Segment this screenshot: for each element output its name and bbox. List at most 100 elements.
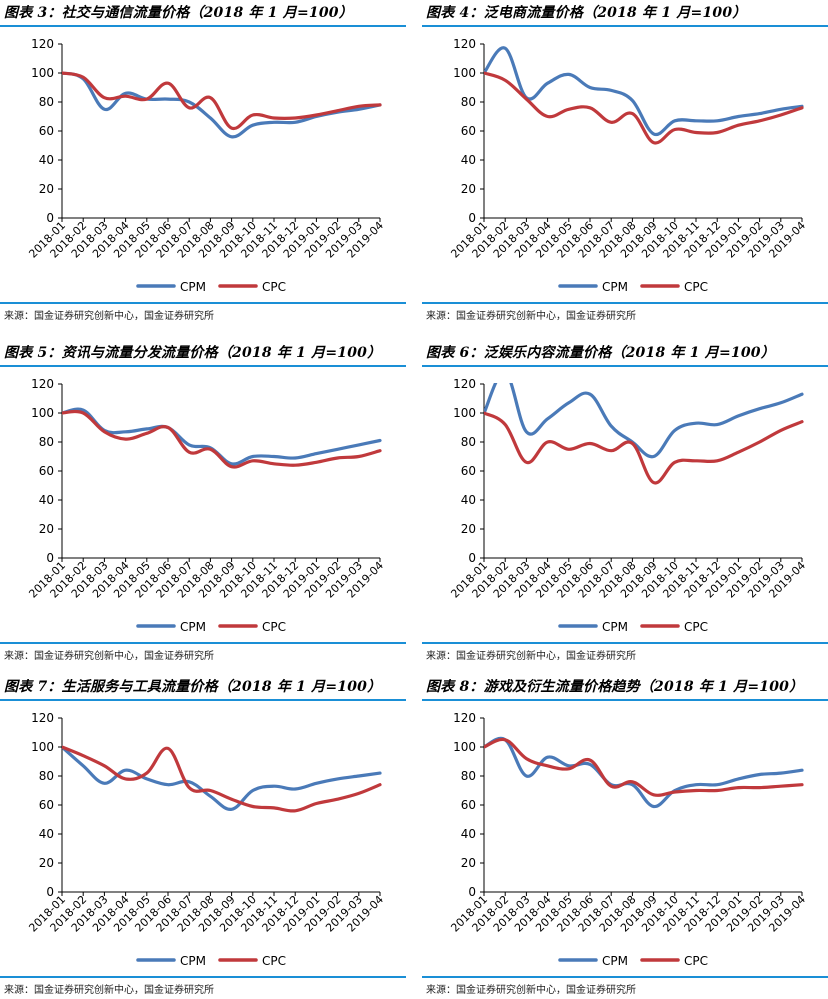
y-tick-label: 0 [468, 551, 476, 565]
line-chart: 0204060801001202018-012018-022018-032018… [26, 37, 386, 294]
y-tick-label: 20 [461, 856, 476, 870]
source-rule [422, 976, 828, 978]
series-line-cpc [484, 71, 804, 145]
y-tick-label: 60 [39, 798, 54, 812]
chart-panel-news: 图表 5：资讯与流量分发流量价格（2018 年 1 月=100） 0 20 40 60… [0, 340, 406, 665]
line-chart: 0204060801001202018-012018-022018-032018… [448, 37, 808, 294]
title-rule [422, 25, 828, 27]
y-tick-label: 100 [453, 406, 476, 420]
y-tick-label: 80 [461, 769, 476, 783]
title-rule [0, 699, 406, 701]
y-tick-label: 0 [46, 211, 54, 225]
y-tick-label: 0 [468, 211, 476, 225]
chart-source: 来源：国金证券研究创新中心，国金证券研究所 [426, 651, 636, 662]
y-tick-label: 60 [461, 464, 476, 478]
title-rule [422, 699, 828, 701]
y-tick-label: 120 [31, 37, 54, 51]
series-line-cpc [484, 411, 804, 485]
y-tick-label: 40 [461, 827, 476, 841]
legend-label-cpc: CPC [262, 620, 286, 634]
y-tick-label: 20 [39, 856, 54, 870]
series-line-cpm [484, 736, 804, 809]
y-tick-label: 20 [461, 182, 476, 196]
chart-title: 图表 7：生活服务与工具流量价格（2018 年 1 月=100） [4, 679, 382, 695]
y-tick-label: 120 [453, 377, 476, 391]
chart-source: 来源：国金证券研究创新中心，国金证券研究所 [426, 985, 636, 996]
y-tick-label: 100 [31, 740, 54, 754]
chart-panel-entertainment: 图表 6：泛娱乐内容流量价格（2018 年 1 月=100） 0 20 40 60 80… [422, 340, 828, 665]
source-rule [0, 302, 406, 304]
y-tick-label: 100 [453, 66, 476, 80]
legend-label-cpc: CPC [684, 280, 708, 294]
series-group [62, 407, 382, 469]
y-tick-label: 60 [461, 124, 476, 138]
legend-label-cpm: CPM [180, 280, 206, 294]
chart-panel-life-services: 图表 7：生活服务与工具流量价格（2018 年 1 月=100） 0 20 40 60… [0, 674, 406, 999]
y-tick-label: 0 [468, 885, 476, 899]
y-tick-label: 0 [46, 885, 54, 899]
line-chart: 0204060801001202018-012018-022018-032018… [448, 377, 808, 634]
legend-label-cpc: CPC [684, 620, 708, 634]
chart-title: 图表 6：泛娱乐内容流量价格（2018 年 1 月=100） [426, 345, 775, 361]
legend-label-cpm: CPM [602, 620, 628, 634]
series-line-cpm [62, 407, 382, 466]
series-line-cpm [62, 745, 382, 811]
y-tick-label: 100 [31, 66, 54, 80]
y-tick-label: 40 [39, 153, 54, 167]
line-chart: 0204060801001202018-012018-022018-032018… [448, 711, 808, 968]
y-tick-label: 80 [39, 769, 54, 783]
legend-label-cpm: CPM [602, 280, 628, 294]
series-group [62, 71, 382, 139]
series-group [484, 46, 804, 145]
y-tick-label: 120 [453, 37, 476, 51]
series-group [62, 745, 382, 813]
chart-title: 图表 5：资讯与流量分发流量价格（2018 年 1 月=100） [4, 345, 382, 361]
legend-label-cpm: CPM [602, 954, 628, 968]
legend-label-cpm: CPM [180, 954, 206, 968]
series-line-cpm [62, 71, 382, 139]
y-tick-label: 40 [39, 493, 54, 507]
series-line-cpc [62, 745, 382, 813]
y-tick-label: 60 [461, 798, 476, 812]
series-line-cpm [484, 46, 804, 137]
legend-label-cpc: CPC [684, 954, 708, 968]
title-rule [422, 365, 828, 367]
legend-label-cpc: CPC [262, 280, 286, 294]
y-tick-label: 80 [39, 435, 54, 449]
chart-panel-ecommerce: 图表 4：泛电商流量价格（2018 年 1 月=100） 0 20 40 60 80 10… [422, 0, 828, 325]
series-line-cpc [62, 409, 382, 469]
y-tick-label: 80 [39, 95, 54, 109]
source-rule [0, 642, 406, 644]
chart-source: 来源：国金证券研究创新中心，国金证券研究所 [4, 985, 214, 996]
y-tick-label: 40 [461, 153, 476, 167]
chart-title: 图表 8：游戏及衍生流量价格趋势（2018 年 1 月=100） [426, 679, 804, 695]
line-chart: 0204060801001202018-012018-022018-032018… [26, 711, 386, 968]
chart-source: 来源：国金证券研究创新中心，国金证券研究所 [426, 311, 636, 322]
legend-label-cpc: CPC [262, 954, 286, 968]
y-tick-label: 0 [46, 551, 54, 565]
chart-panel-social: 图表 3：社交与通信流量价格（2018 年 1 月=100） 0 20 40 60 80… [0, 0, 406, 325]
y-tick-label: 120 [31, 377, 54, 391]
chart-title: 图表 4：泛电商流量价格（2018 年 1 月=100） [426, 5, 747, 21]
y-tick-label: 80 [461, 435, 476, 449]
source-rule [422, 302, 828, 304]
y-tick-label: 20 [39, 182, 54, 196]
y-tick-label: 40 [39, 827, 54, 841]
y-tick-label: 60 [39, 124, 54, 138]
line-chart: 0204060801001202018-012018-022018-032018… [26, 377, 386, 634]
series-line-cpc [62, 71, 382, 131]
series-line-cpc [484, 737, 804, 797]
y-tick-label: 80 [461, 95, 476, 109]
chart-title: 图表 3：社交与通信流量价格（2018 年 1 月=100） [4, 5, 353, 21]
y-tick-label: 20 [39, 522, 54, 536]
source-rule [422, 642, 828, 644]
source-rule [0, 976, 406, 978]
y-tick-label: 40 [461, 493, 476, 507]
chart-source: 来源：国金证券研究创新中心，国金证券研究所 [4, 651, 214, 662]
series-group [484, 383, 804, 485]
y-tick-label: 120 [453, 711, 476, 725]
title-rule [0, 365, 406, 367]
chart-source: 来源：国金证券研究创新中心，国金证券研究所 [4, 311, 214, 322]
y-tick-label: 20 [461, 522, 476, 536]
series-group [484, 736, 804, 809]
